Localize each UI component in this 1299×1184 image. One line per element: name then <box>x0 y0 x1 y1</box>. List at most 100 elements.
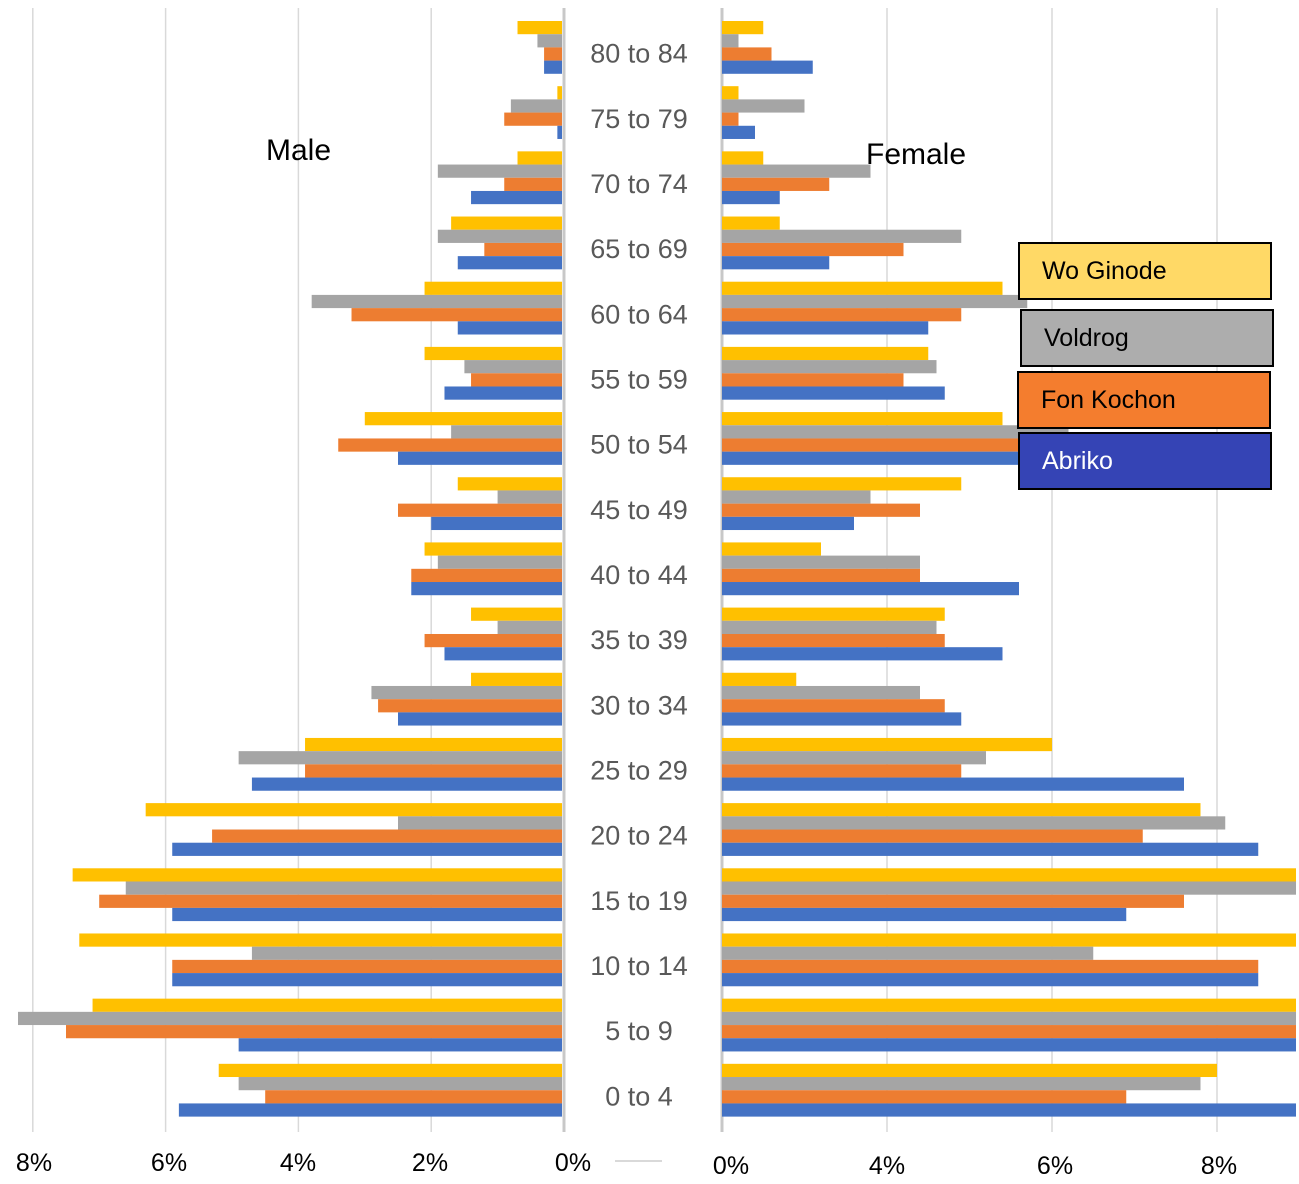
bar-male-voldrog <box>451 425 562 439</box>
category-label: 0 to 4 <box>605 1081 673 1111</box>
category-label: 10 to 14 <box>590 951 688 981</box>
bar-female-voldrog <box>722 1077 1201 1091</box>
bar-male-fon-kochon <box>66 1025 562 1039</box>
bar-male-wo-ginode <box>79 933 562 947</box>
male-tick-label: 2% <box>412 1149 448 1177</box>
bar-female-abriko <box>722 907 1127 922</box>
bar-male-abriko <box>471 190 562 205</box>
category-label: 35 to 39 <box>590 625 688 655</box>
category-label: 70 to 74 <box>590 169 688 199</box>
bar-female-voldrog <box>722 34 739 48</box>
bars <box>18 21 1296 1117</box>
male-tick-label: 6% <box>151 1149 187 1177</box>
bar-female-fon-kochon <box>722 308 962 322</box>
bar-male-fon-kochon <box>265 1090 562 1104</box>
bar-female-wo-ginode <box>722 737 1052 752</box>
bar-male-voldrog <box>437 164 562 178</box>
bar-female-voldrog <box>722 555 920 569</box>
bar-male-wo-ginode <box>424 346 562 361</box>
bar-male-voldrog <box>437 229 562 243</box>
bar-female-abriko <box>722 712 962 726</box>
category-label: 25 to 29 <box>590 756 688 786</box>
bar-male-fon-kochon <box>351 308 562 322</box>
bar-male-wo-ginode <box>145 803 562 817</box>
male-tick-label: 8% <box>16 1149 52 1177</box>
bar-female-fon-kochon <box>722 699 945 713</box>
bar-female-wo-ginode <box>722 477 962 491</box>
bar-male-fon-kochon <box>398 503 562 517</box>
bar-female-wo-ginode <box>722 281 1003 295</box>
category-label: 50 to 54 <box>590 430 688 460</box>
bar-male-voldrog <box>371 685 562 700</box>
bar-female-fon-kochon <box>722 242 904 257</box>
bar-male-abriko <box>457 321 562 335</box>
category-label: 20 to 24 <box>590 821 688 851</box>
bar-female-voldrog <box>722 620 937 634</box>
bar-male-fon-kochon <box>212 829 562 843</box>
bar-female-abriko <box>722 256 830 270</box>
bar-male-voldrog <box>537 34 562 48</box>
legend-item-fon-kochon: Fon Kochon <box>1017 371 1271 429</box>
bar-male-fon-kochon <box>504 112 562 126</box>
bar-female-fon-kochon <box>722 503 920 517</box>
bar-female-fon-kochon <box>722 1090 1127 1104</box>
bar-female-wo-ginode <box>722 542 821 556</box>
bar-male-wo-ginode <box>92 998 562 1012</box>
bar-male-voldrog <box>464 360 562 374</box>
bar-female-voldrog <box>722 294 1028 309</box>
bar-male-wo-ginode <box>451 216 562 230</box>
bar-female-wo-ginode <box>722 86 739 100</box>
bar-male-abriko <box>411 582 562 596</box>
bar-female-fon-kochon <box>722 764 962 778</box>
bar-female-abriko <box>722 1038 1296 1052</box>
bar-male-voldrog <box>125 881 562 895</box>
male-panel-label: Male <box>266 134 332 167</box>
bar-female-abriko <box>722 647 1003 661</box>
bar-male-voldrog <box>398 816 562 830</box>
bar-female-fon-kochon <box>722 568 920 583</box>
bar-male-abriko <box>398 451 562 465</box>
bar-male-voldrog <box>497 490 562 504</box>
category-label: 80 to 84 <box>590 39 688 69</box>
male-tick-label: 4% <box>280 1149 316 1177</box>
bar-female-voldrog <box>722 685 920 700</box>
bar-female-wo-ginode <box>722 868 1296 882</box>
bar-female-abriko <box>722 1103 1296 1117</box>
bar-male-abriko <box>178 1103 562 1117</box>
bar-female-wo-ginode <box>722 803 1201 817</box>
bar-female-wo-ginode <box>722 346 929 361</box>
bar-female-voldrog <box>722 425 1069 439</box>
bar-female-abriko <box>722 516 854 531</box>
category-label: 60 to 64 <box>590 299 688 329</box>
bar-male-wo-ginode <box>517 151 562 165</box>
bar-female-fon-kochon <box>722 47 772 61</box>
female-panel-label: Female <box>866 138 967 171</box>
category-label: 55 to 59 <box>590 364 688 394</box>
bar-female-abriko <box>722 386 945 400</box>
bar-male-voldrog <box>311 294 562 309</box>
bar-female-wo-ginode <box>722 151 764 165</box>
bar-male-fon-kochon <box>484 242 562 257</box>
bar-female-abriko <box>722 60 813 74</box>
bar-female-voldrog <box>722 946 1094 960</box>
bar-male-voldrog <box>18 1011 562 1026</box>
bar-male-fon-kochon <box>305 764 562 778</box>
bar-male-abriko <box>172 842 563 856</box>
category-label: 65 to 69 <box>590 234 688 264</box>
bar-male-wo-ginode <box>424 542 562 556</box>
legend-item-wo-ginode: Wo Ginode <box>1018 242 1272 300</box>
bar-female-abriko <box>722 777 1184 791</box>
bar-female-fon-kochon <box>722 894 1184 908</box>
category-label: 30 to 34 <box>590 690 688 720</box>
bar-female-fon-kochon <box>722 112 739 126</box>
bar-male-fon-kochon <box>172 959 563 974</box>
bar-male-fon-kochon <box>338 438 562 452</box>
bar-female-fon-kochon <box>722 959 1259 974</box>
category-label: 45 to 49 <box>590 495 688 525</box>
category-labels: 0 to 4 5 to 9 10 to 14 15 to 19 20 to 24 25 t… <box>590 39 688 1112</box>
bar-female-voldrog <box>722 816 1226 830</box>
bar-male-abriko <box>238 1038 562 1052</box>
bar-male-fon-kochon <box>424 633 562 648</box>
bar-female-fon-kochon <box>722 1025 1296 1039</box>
